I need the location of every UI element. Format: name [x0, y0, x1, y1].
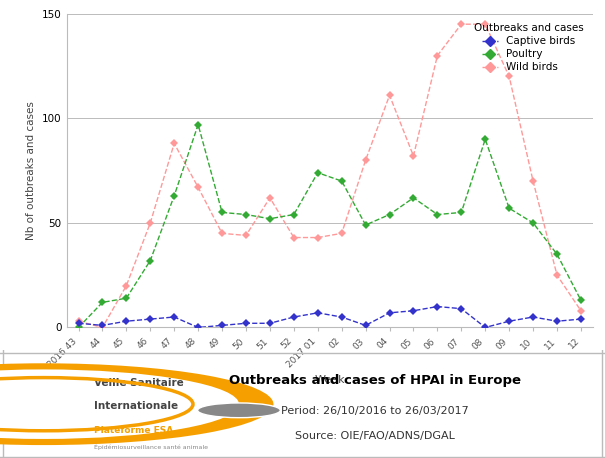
Legend: Captive birds, Poultry, Wild birds: Captive birds, Poultry, Wild birds: [469, 19, 587, 76]
Circle shape: [0, 370, 239, 439]
Circle shape: [198, 403, 280, 418]
Text: Source: OIE/FAO/ADNS/DGAL: Source: OIE/FAO/ADNS/DGAL: [295, 431, 455, 442]
Text: Internationale: Internationale: [94, 401, 178, 411]
Text: Veille Sanitaire: Veille Sanitaire: [94, 378, 183, 387]
Text: Period: 26/10/2016 to 26/03/2017: Period: 26/10/2016 to 26/03/2017: [281, 406, 469, 416]
Y-axis label: Nb of outbreaks and cases: Nb of outbreaks and cases: [27, 101, 36, 240]
Text: Épidémiosurveillance santé animale: Épidémiosurveillance santé animale: [94, 444, 208, 450]
X-axis label: Week: Week: [315, 375, 345, 385]
Text: Outbreaks and cases of HPAI in Europe: Outbreaks and cases of HPAI in Europe: [229, 374, 521, 387]
Circle shape: [0, 363, 273, 445]
Text: Plateforme ESA: Plateforme ESA: [94, 425, 173, 435]
